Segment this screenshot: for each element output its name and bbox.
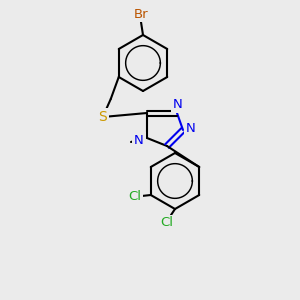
Text: S: S xyxy=(98,110,107,124)
Text: N: N xyxy=(173,98,183,112)
Text: Br: Br xyxy=(134,8,148,20)
Text: Cl: Cl xyxy=(160,217,173,230)
Text: N: N xyxy=(186,122,196,134)
Text: Cl: Cl xyxy=(128,190,141,203)
Text: N: N xyxy=(134,134,144,146)
